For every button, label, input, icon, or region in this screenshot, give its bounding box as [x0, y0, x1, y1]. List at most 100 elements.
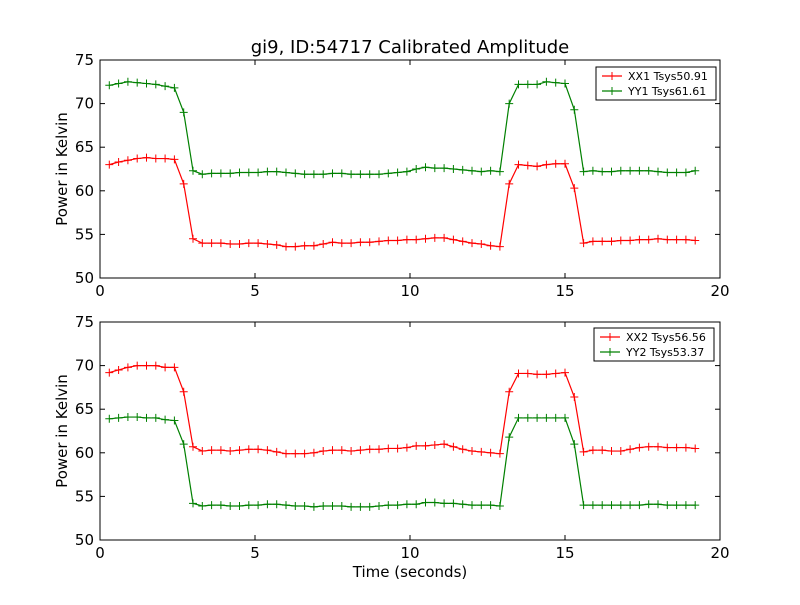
- data-point: [133, 361, 142, 370]
- data-point: [421, 163, 430, 172]
- data-point: [309, 170, 318, 179]
- data-point: [133, 413, 142, 422]
- data-point: [533, 370, 542, 379]
- data-point: [170, 363, 179, 372]
- x-tick-label: 0: [95, 544, 105, 562]
- data-point: [616, 236, 625, 245]
- data-point: [635, 166, 644, 175]
- x-tick-label: 15: [555, 544, 574, 562]
- data-point: [254, 239, 263, 248]
- data-point: [375, 445, 383, 454]
- data-point: [551, 369, 560, 378]
- data-point: [244, 445, 253, 454]
- data-point: [672, 501, 681, 510]
- data-point: [514, 369, 523, 378]
- x-tick-label: 5: [250, 544, 260, 562]
- data-point: [337, 446, 346, 455]
- data-point: [626, 236, 635, 245]
- data-point: [282, 501, 290, 510]
- data-point: [151, 361, 160, 370]
- data-point: [365, 238, 374, 247]
- data-point: [337, 239, 346, 248]
- data-point: [207, 446, 216, 455]
- data-point: [468, 501, 476, 510]
- data-point: [282, 449, 290, 458]
- data-point: [570, 440, 579, 449]
- data-point: [309, 502, 318, 511]
- data-point: [421, 498, 430, 507]
- series-line-xx2-tsys56-56: [109, 365, 696, 455]
- data-point: [570, 184, 579, 193]
- y-tick-label: 50: [75, 269, 94, 287]
- data-point: [449, 235, 458, 244]
- legend-entry-yy1-tsys61-61: YY1 Tsys61.61: [602, 85, 706, 98]
- y-axis-label: Power in Kelvin: [53, 112, 71, 226]
- data-point: [598, 501, 607, 510]
- data-point: [663, 235, 672, 244]
- data-point: [254, 445, 263, 454]
- data-point: [607, 501, 616, 510]
- data-point: [691, 444, 700, 453]
- legend-label: YY2 Tsys53.37: [625, 346, 704, 359]
- x-tick-label: 10: [400, 282, 419, 300]
- data-point: [198, 447, 207, 456]
- data-point: [654, 234, 662, 243]
- data-point: [495, 242, 504, 251]
- legend-marker: [606, 333, 614, 341]
- data-point: [133, 154, 142, 163]
- data-point: [607, 167, 616, 176]
- data-point: [412, 441, 421, 450]
- data-point: [263, 446, 272, 455]
- data-point: [514, 160, 523, 169]
- data-point: [384, 444, 393, 453]
- data-point: [291, 501, 300, 510]
- data-point: [635, 235, 644, 244]
- data-point: [561, 79, 569, 88]
- data-point: [663, 168, 672, 177]
- chart-panel-bottom: 0 5 10 15 20 50 55 60 65 70 75 Power in Kelvin Time …: [53, 313, 730, 581]
- data-point: [393, 444, 402, 453]
- data-point: [300, 449, 309, 458]
- y-tick-label: 75: [75, 313, 94, 331]
- y-tick-label: 65: [75, 138, 94, 156]
- data-point: [235, 501, 244, 510]
- y-tick-label: 60: [75, 182, 94, 200]
- data-point: [495, 167, 504, 176]
- data-point: [356, 238, 365, 247]
- y-tick-label: 65: [75, 400, 94, 418]
- data-point: [551, 159, 560, 168]
- data-point: [161, 82, 170, 91]
- data-point: [291, 242, 300, 251]
- data-point: [114, 413, 123, 422]
- data-point: [458, 165, 467, 174]
- data-point: [542, 413, 551, 422]
- x-tick-label: 5: [250, 282, 260, 300]
- data-point: [681, 168, 690, 177]
- data-point: [189, 166, 197, 175]
- data-point: [375, 237, 383, 246]
- legend: XX2 Tsys56.56 YY2 Tsys53.37: [593, 327, 715, 362]
- data-point: [626, 445, 635, 454]
- data-point: [477, 501, 486, 510]
- data-point: [542, 77, 551, 86]
- data-point: [579, 447, 588, 456]
- y-tick-label: 60: [75, 444, 94, 462]
- data-point: [588, 166, 597, 175]
- data-point: [123, 413, 132, 422]
- data-point: [282, 242, 290, 251]
- data-point: [244, 239, 253, 248]
- data-point: [179, 108, 188, 117]
- data-point: [430, 498, 439, 507]
- data-point: [644, 442, 653, 451]
- data-point: [207, 239, 216, 248]
- data-point: [468, 447, 476, 456]
- data-point: [384, 236, 393, 245]
- data-point: [412, 500, 421, 509]
- data-point: [375, 501, 383, 510]
- data-point: [161, 363, 170, 372]
- data-point: [114, 365, 123, 374]
- data-point: [207, 501, 216, 510]
- data-point: [244, 168, 253, 177]
- data-point: [579, 239, 588, 248]
